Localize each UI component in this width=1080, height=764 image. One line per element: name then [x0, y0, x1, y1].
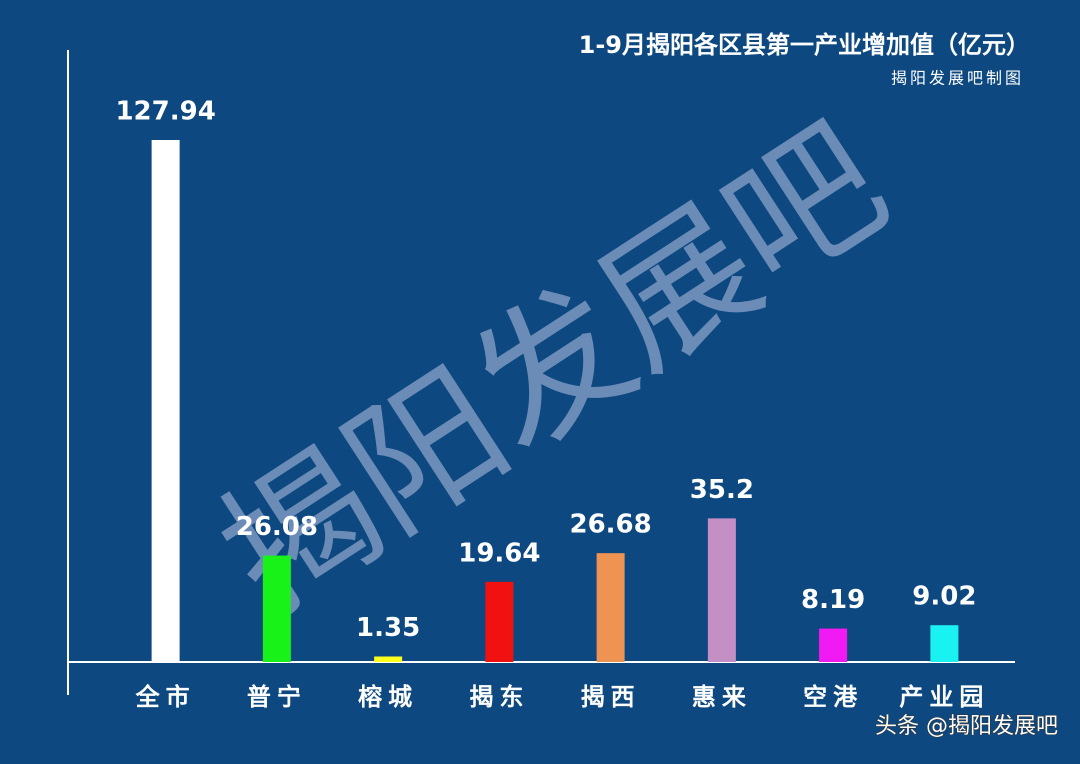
bar — [707, 518, 736, 662]
bar — [596, 553, 625, 662]
x-tick-label: 空港 — [803, 683, 863, 711]
x-tick-label: 产业园 — [899, 683, 989, 711]
value-label: 1.35 — [356, 613, 420, 643]
x-tick-label: 全市 — [135, 683, 196, 711]
bar — [262, 555, 291, 662]
value-label: 26.08 — [236, 512, 318, 542]
footer: 头条 @揭阳发展吧 — [875, 714, 1058, 739]
value-label: 19.64 — [458, 538, 540, 568]
bar — [930, 625, 959, 662]
value-label: 35.2 — [690, 475, 754, 505]
value-label: 127.94 — [115, 97, 215, 127]
bar — [374, 656, 403, 662]
x-tick-label: 揭西 — [581, 683, 641, 711]
bar — [151, 140, 180, 662]
value-label: 26.68 — [570, 510, 652, 540]
value-label: 8.19 — [801, 585, 865, 615]
x-tick-label: 惠来 — [692, 683, 752, 711]
chart-title: 1-9月揭阳各区县第一产业增加值（亿元） — [579, 31, 1030, 59]
watermark: 揭阳发展吧 — [192, 93, 916, 647]
x-tick-label: 揭东 — [469, 683, 529, 711]
chart-subtitle: 揭阳发展吧制图 — [891, 69, 1024, 88]
value-label: 9.02 — [912, 582, 976, 612]
x-tick-label: 榕城 — [358, 683, 418, 711]
bar — [819, 628, 848, 662]
bar — [485, 581, 514, 662]
x-tick-label: 普宁 — [247, 683, 307, 711]
